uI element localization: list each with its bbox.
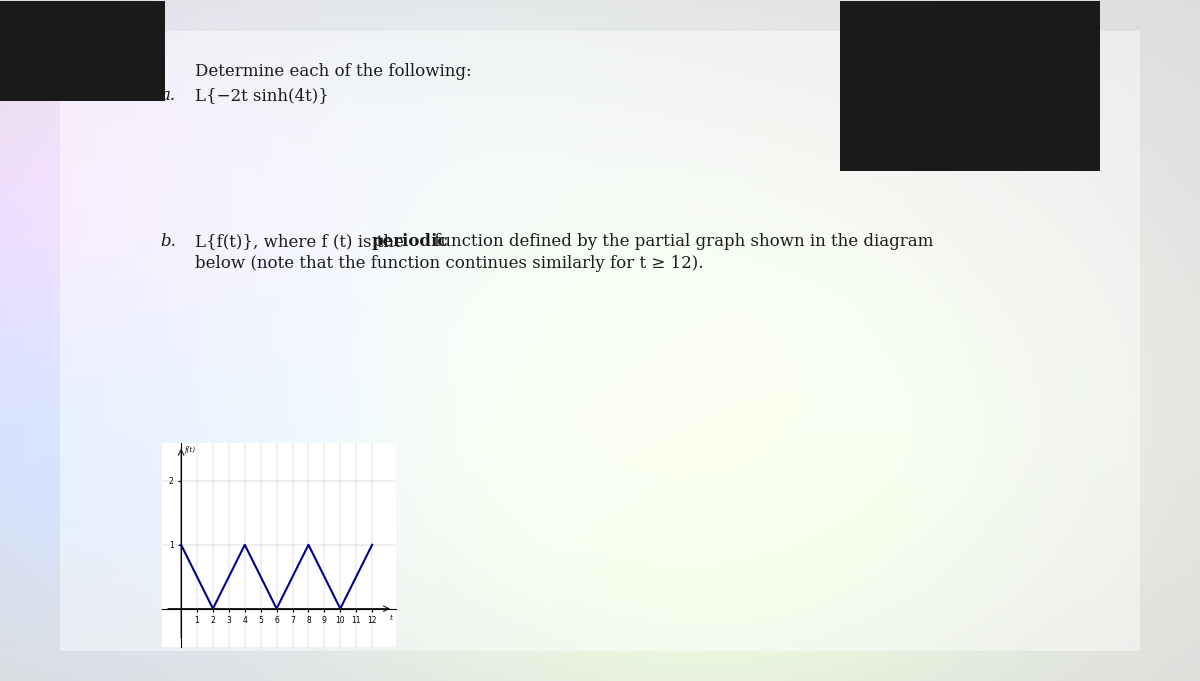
Bar — [0, 1, 166, 101]
Text: periodic: periodic — [372, 233, 448, 250]
Text: L{f(t)}, where f (t) is the: L{f(t)}, where f (t) is the — [194, 233, 409, 250]
Text: function defined by the partial graph shown in the diagram: function defined by the partial graph sh… — [430, 233, 934, 250]
Text: f(t): f(t) — [184, 446, 194, 454]
Bar — [840, 1, 1100, 171]
Text: below (note that the function continues similarly for t ≥ 12).: below (note that the function continues … — [194, 255, 703, 272]
Text: b.: b. — [160, 233, 176, 250]
Text: Determine each of the following:: Determine each of the following: — [194, 63, 472, 80]
Text: a.: a. — [160, 87, 175, 104]
Text: L{−2t sinh(4t)}: L{−2t sinh(4t)} — [194, 87, 329, 104]
Text: t: t — [390, 614, 392, 622]
